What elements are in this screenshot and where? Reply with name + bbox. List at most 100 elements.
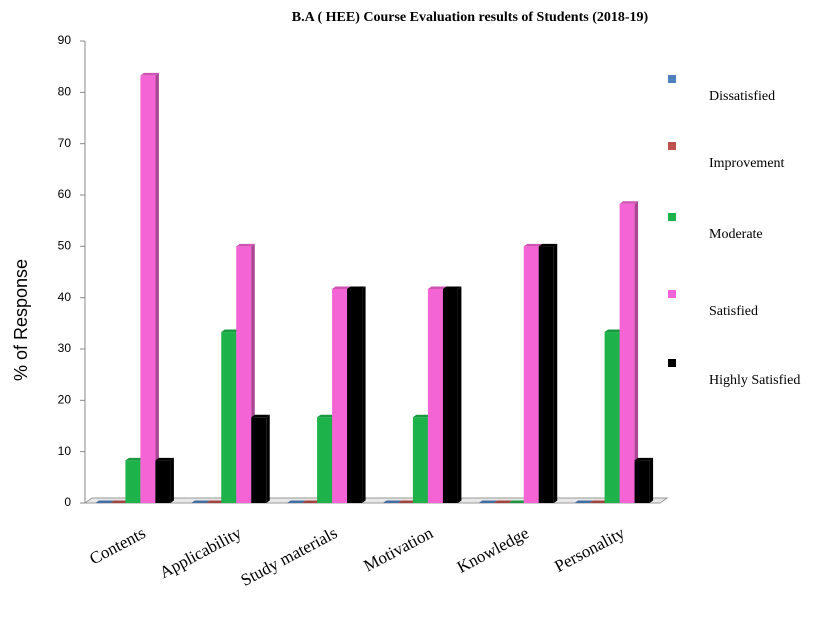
bar-side xyxy=(362,286,366,503)
bar-top xyxy=(538,243,558,247)
bar-top xyxy=(140,72,159,76)
legend-label: Dissatisfied xyxy=(709,89,775,104)
x-tick-label: Applicability xyxy=(156,523,245,582)
bar-front xyxy=(251,417,267,503)
bar-top xyxy=(442,286,462,289)
bar-top xyxy=(155,457,174,461)
y-tick-label: 10 xyxy=(58,444,72,458)
x-tick-label: Contents xyxy=(86,523,148,568)
bar-front xyxy=(140,75,156,503)
bar-front xyxy=(412,417,428,503)
bar-front xyxy=(523,246,539,504)
bar xyxy=(478,500,498,503)
bar-top xyxy=(287,500,306,503)
bar-front xyxy=(155,460,171,503)
y-tick-label: 90 xyxy=(58,33,72,47)
bar-top xyxy=(251,414,270,418)
bar xyxy=(95,500,114,503)
bar xyxy=(302,500,321,503)
bar-top xyxy=(191,500,210,503)
bar-top xyxy=(302,500,321,503)
bar xyxy=(442,286,462,503)
bar-top xyxy=(427,286,447,289)
bar-top xyxy=(382,500,402,503)
bar-top xyxy=(493,500,513,503)
bar-top xyxy=(110,500,129,503)
y-tick-label: 70 xyxy=(58,136,72,150)
legend-label: Moderate xyxy=(709,227,763,242)
bar-front xyxy=(317,417,333,503)
y-tick-label: 0 xyxy=(64,495,71,509)
y-tick-label: 30 xyxy=(58,341,72,355)
bar-top xyxy=(347,286,366,289)
bar-top xyxy=(332,286,351,289)
bar-side xyxy=(170,457,174,503)
bar-top xyxy=(508,500,528,503)
bar-front xyxy=(347,288,363,503)
bar-front xyxy=(236,246,252,504)
bar-side xyxy=(266,414,270,503)
legend-swatch xyxy=(668,290,676,298)
bar-front xyxy=(604,332,620,503)
bar xyxy=(287,500,306,503)
bar-top xyxy=(604,329,624,333)
bar-front xyxy=(619,203,635,503)
legend-swatch xyxy=(668,213,676,221)
bar-front xyxy=(332,288,348,503)
bar xyxy=(589,500,609,503)
bar xyxy=(110,500,129,503)
y-tick-label: 60 xyxy=(58,187,72,201)
bar xyxy=(140,72,159,503)
bar xyxy=(155,457,174,503)
bar xyxy=(538,243,558,504)
legend-label: Highly Satisfied xyxy=(709,373,800,388)
bar-side xyxy=(553,243,558,504)
bar-side xyxy=(155,72,159,503)
bar-top xyxy=(619,201,639,204)
bar-top xyxy=(574,500,594,503)
bar xyxy=(493,500,513,503)
x-tick-label: Study materials xyxy=(238,523,341,590)
legend-swatch xyxy=(668,359,676,367)
bar-top xyxy=(634,457,654,461)
y-axis-label: % of Response xyxy=(11,259,31,381)
bar xyxy=(574,500,594,503)
bar-side xyxy=(649,457,654,503)
bar xyxy=(191,500,210,503)
bar-top xyxy=(478,500,498,503)
x-tick-label: Knowledge xyxy=(454,523,532,577)
bar xyxy=(508,500,528,503)
bar-top xyxy=(125,457,144,461)
bar xyxy=(619,201,639,503)
y-tick-label: 40 xyxy=(58,290,72,304)
bar-top xyxy=(221,329,240,333)
bar-front xyxy=(427,288,443,503)
legend-label: Improvement xyxy=(709,156,785,171)
bar xyxy=(251,414,270,503)
bar-side xyxy=(457,286,462,503)
bar-top xyxy=(317,414,336,418)
bar-front xyxy=(442,288,458,503)
bar-top xyxy=(589,500,609,503)
y-tick-label: 80 xyxy=(58,85,72,99)
bar xyxy=(397,500,417,503)
bar-top xyxy=(236,243,255,247)
bar-top xyxy=(412,414,432,418)
bar xyxy=(382,500,402,503)
bar-top xyxy=(397,500,417,503)
y-tick-label: 50 xyxy=(58,239,72,253)
legend-swatch xyxy=(668,75,676,83)
legend-swatch xyxy=(668,142,676,150)
legend-label: Satisfied xyxy=(709,304,758,319)
bar-side xyxy=(634,201,639,503)
bar xyxy=(206,500,225,503)
bar-front xyxy=(125,460,141,503)
bar xyxy=(347,286,366,503)
bar xyxy=(634,457,654,503)
bar-top xyxy=(206,500,225,503)
bar-front xyxy=(538,246,554,504)
bar-front xyxy=(634,460,650,503)
bar-front xyxy=(221,332,237,503)
x-tick-label: Motivation xyxy=(360,523,436,575)
